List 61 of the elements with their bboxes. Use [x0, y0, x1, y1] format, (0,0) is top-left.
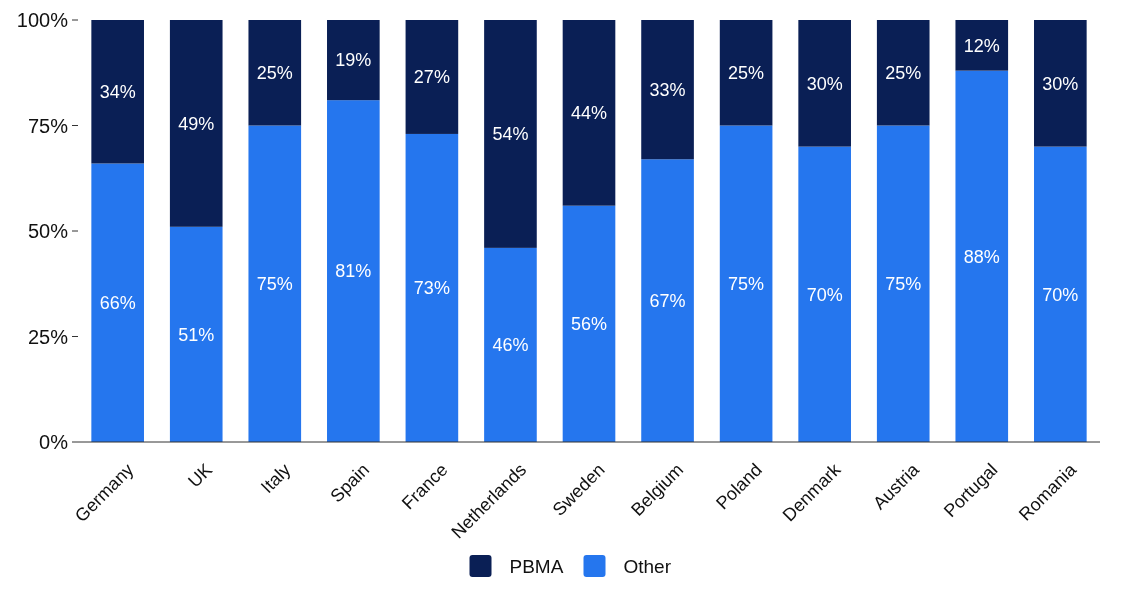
bar [955, 70, 1009, 442]
bar [169, 20, 223, 227]
data-label: 75% [885, 274, 922, 295]
data-label: 75% [256, 274, 293, 295]
bar [562, 205, 616, 442]
data-label: 30% [806, 73, 843, 94]
y-tick-label: 50% [27, 220, 69, 242]
y-tick-label: 75% [27, 114, 69, 137]
bar [876, 125, 930, 442]
bar [798, 20, 851, 147]
data-label: 25% [256, 63, 293, 84]
y-tick-label: 25% [27, 325, 69, 348]
data-label: 27% [413, 67, 450, 88]
bar [405, 133, 459, 442]
data-label: 30% [1042, 73, 1079, 94]
bar [798, 146, 851, 442]
data-label: 19% [335, 50, 372, 71]
bar [641, 20, 694, 160]
bar [719, 20, 773, 126]
bar [91, 163, 144, 442]
legend-label: Other [623, 555, 672, 577]
bar [169, 226, 223, 442]
data-label: 70% [806, 284, 843, 305]
data-label: 44% [570, 103, 608, 124]
data-label: 25% [885, 63, 922, 84]
bar [484, 247, 537, 442]
data-label: 66% [99, 293, 136, 314]
bar [484, 20, 537, 248]
bar [719, 125, 773, 442]
y-tick-label: 0% [39, 431, 69, 453]
data-label: 49% [178, 113, 215, 134]
bar [1034, 20, 1087, 147]
x-tick-label: Italy [257, 459, 295, 498]
data-label: 73% [413, 278, 450, 299]
data-label: 46% [492, 335, 529, 356]
data-label: 34% [99, 82, 136, 103]
bar [562, 20, 616, 206]
data-label: 70% [1042, 284, 1079, 305]
bar [248, 20, 302, 126]
y-tick-label: 100% [16, 9, 69, 31]
data-label: 54% [492, 124, 529, 145]
bar [1034, 146, 1087, 442]
x-tick-label: UK [184, 459, 216, 492]
bar [955, 20, 1009, 71]
data-label: 56% [570, 314, 608, 335]
data-label: 67% [649, 290, 686, 311]
bar [248, 125, 302, 442]
data-label: 12% [963, 35, 1000, 56]
bar [405, 20, 459, 134]
bar [327, 100, 380, 442]
bar [91, 20, 144, 164]
bar [876, 20, 930, 126]
data-label: 25% [728, 63, 765, 84]
data-label: 51% [178, 324, 215, 345]
data-label: 88% [963, 246, 1000, 267]
data-label: 75% [728, 274, 765, 295]
bar [641, 159, 694, 442]
data-label: 33% [649, 79, 686, 100]
legend-label: PBMA [509, 555, 564, 577]
bar [327, 20, 380, 101]
data-label: 81% [335, 261, 372, 282]
